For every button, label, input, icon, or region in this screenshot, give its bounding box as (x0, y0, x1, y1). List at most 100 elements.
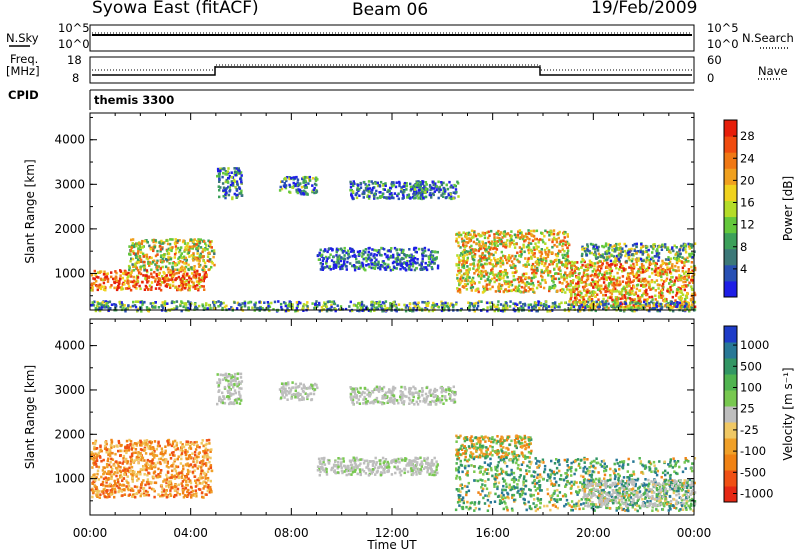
range-cell (602, 304, 605, 307)
range-cell (577, 310, 580, 313)
range-cell (139, 442, 142, 446)
range-cell (424, 181, 428, 184)
nave-label: Nave (758, 64, 788, 78)
range-cell (473, 309, 476, 313)
range-cell (258, 300, 261, 304)
range-cell (426, 304, 430, 307)
range-cell (620, 250, 623, 253)
range-cell (488, 252, 491, 255)
range-cell (228, 308, 231, 311)
range-cell (212, 249, 216, 252)
range-cell (446, 305, 450, 309)
range-cell (651, 298, 654, 301)
range-cell (530, 264, 534, 268)
range-cell (144, 284, 148, 288)
range-cell (147, 275, 151, 278)
range-cell (586, 245, 589, 248)
range-cell (493, 247, 496, 250)
range-cell (521, 237, 525, 241)
range-cell (358, 250, 362, 253)
range-cell (383, 188, 386, 191)
range-cell (110, 275, 113, 279)
range-cell (490, 301, 494, 304)
range-cell (473, 252, 477, 256)
range-cell (210, 249, 214, 253)
range-cell (135, 287, 138, 290)
range-cell (361, 261, 364, 265)
range-cell (378, 265, 381, 268)
colorbar-swatch (724, 264, 737, 282)
range-cell (518, 284, 521, 287)
range-cell (154, 301, 157, 304)
range-cell (661, 262, 664, 265)
range-cell (348, 305, 351, 308)
range-cell (163, 302, 167, 305)
range-cell (647, 255, 651, 258)
range-cell (610, 280, 613, 284)
range-cell (426, 264, 430, 267)
range-cell (412, 307, 415, 310)
range-cell (586, 243, 589, 246)
range-cell (683, 272, 686, 275)
range-cell (472, 250, 475, 254)
range-cell (528, 309, 531, 313)
range-cell (674, 294, 678, 297)
range-cell (662, 245, 665, 248)
range-cell (256, 306, 259, 310)
range-cell (143, 459, 146, 462)
range-cell (367, 247, 370, 250)
range-cell (544, 307, 548, 310)
range-cell (122, 306, 125, 309)
range-cell (138, 256, 142, 260)
range-cell (107, 307, 110, 311)
range-cell (163, 241, 166, 244)
range-cell (573, 289, 576, 293)
range-cell (483, 254, 487, 258)
range-cell (640, 246, 643, 250)
range-cell (634, 304, 638, 307)
range-cell (669, 287, 672, 290)
range-cell (522, 235, 525, 238)
range-cell (433, 257, 436, 260)
range-cell (580, 278, 583, 281)
range-cell (329, 253, 332, 256)
range-cell (581, 275, 584, 279)
range-cell (179, 260, 182, 263)
range-cell (497, 285, 500, 288)
range-cell (546, 255, 550, 258)
range-cell (478, 264, 481, 268)
range-cell (457, 263, 461, 267)
range-cell (164, 265, 168, 269)
range-cell (349, 262, 352, 265)
range-cell (336, 258, 339, 261)
range-cell (417, 188, 421, 192)
range-cell (588, 251, 592, 255)
range-cell (337, 265, 341, 268)
range-cell (183, 267, 186, 270)
range-cell (610, 289, 613, 292)
range-cell (402, 191, 405, 195)
range-cell (159, 260, 163, 264)
range-cell (145, 274, 148, 278)
range-cell (431, 192, 435, 195)
range-cell (488, 301, 492, 305)
range-cell (470, 283, 473, 287)
range-cell (131, 443, 134, 446)
range-cell (523, 239, 526, 243)
range-cell (102, 273, 106, 276)
range-cell (642, 285, 645, 288)
range-cell (134, 264, 137, 267)
range-cell (552, 275, 555, 278)
range-cell (571, 288, 575, 291)
range-cell (646, 253, 650, 256)
range-cell (637, 279, 641, 282)
range-cell (196, 259, 199, 262)
range-cell (189, 285, 192, 288)
range-cell (123, 269, 127, 273)
range-cell (648, 261, 651, 264)
range-cell (561, 244, 564, 248)
range-cell (531, 281, 535, 285)
range-cell (159, 266, 162, 270)
range-cell (571, 301, 575, 304)
